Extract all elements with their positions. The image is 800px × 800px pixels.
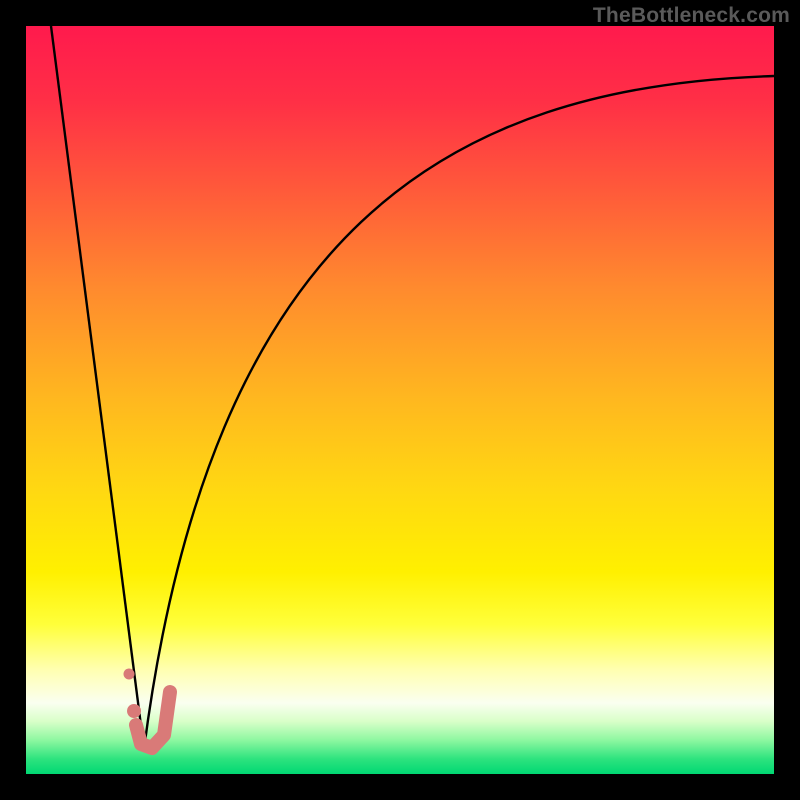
plot-area [26,26,774,774]
chart-lines [26,26,774,774]
canvas-root: TheBottleneck.com [0,0,800,800]
watermark-text: TheBottleneck.com [593,4,790,28]
marker-dot [124,669,135,680]
marker-dot [127,704,141,718]
curve-right-branch [144,76,774,749]
curve-left-branch [51,26,144,749]
